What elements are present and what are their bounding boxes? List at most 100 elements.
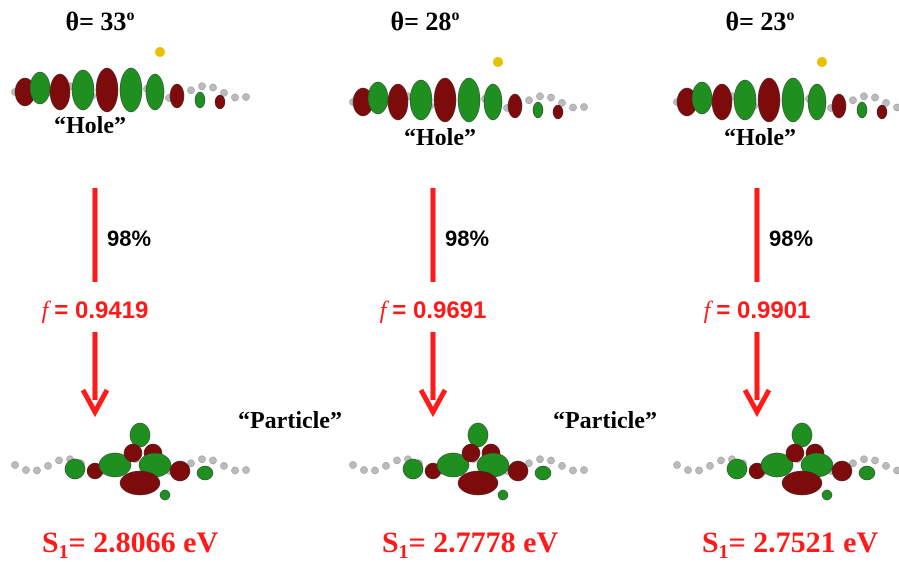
orbital-lobe [712, 84, 732, 120]
atom [696, 467, 703, 474]
hole-label: “Hole” [724, 125, 796, 151]
atom [707, 462, 714, 469]
orbital-lobe [832, 94, 846, 118]
oscillator-strength: f= 0.9691 [380, 297, 487, 324]
atom [210, 84, 217, 91]
orbital-lobe [508, 94, 522, 118]
angle-unit: o [451, 7, 459, 24]
f-symbol: f [380, 298, 390, 324]
atom [570, 104, 577, 111]
atom [548, 457, 555, 464]
particle-label: “Particle” [553, 408, 657, 434]
orbital-lobe [50, 74, 70, 110]
atom [210, 457, 217, 464]
angle-text: θ= 33 [66, 7, 127, 36]
orbital-lobe [782, 78, 804, 122]
atom [199, 83, 206, 90]
atom [570, 467, 577, 474]
atom [537, 456, 544, 463]
excitation-energy: S1= 2.7521 eV [702, 526, 879, 563]
orbital-lobe [758, 78, 780, 122]
sulfur-atom [493, 57, 503, 67]
orbital-lobe [786, 444, 804, 462]
angle-label: θ= 23o [726, 7, 795, 36]
atom [581, 467, 588, 474]
orbital-lobe [468, 423, 488, 447]
orbital-lobe [498, 490, 508, 500]
orbital-lobe [388, 84, 408, 120]
orbital-lobe [808, 84, 826, 120]
atom [34, 467, 41, 474]
atom [850, 97, 857, 104]
atom [383, 462, 390, 469]
orbital-lobe [124, 444, 142, 462]
atom [361, 467, 368, 474]
orbital-lobe [72, 70, 94, 110]
f-symbol: f [42, 298, 52, 324]
angle-text: θ= 23 [726, 7, 787, 36]
sulfur-atom [817, 57, 827, 67]
orbital-lobe [832, 461, 852, 481]
orbital-lobe [553, 105, 563, 119]
atom [537, 93, 544, 100]
sulfur-atom [155, 47, 165, 57]
orbital-lobe [458, 471, 498, 495]
state-subscript: 1 [59, 541, 69, 563]
atom [526, 97, 533, 104]
molecule [350, 423, 588, 500]
orbital-lobe [533, 102, 543, 118]
atom [243, 467, 250, 474]
orbital-lobe [484, 84, 502, 120]
oscillator-strength: f= 0.9419 [42, 297, 149, 324]
orbital-lobe [727, 459, 747, 479]
atom [232, 467, 239, 474]
orbital-lobe [857, 102, 867, 118]
molecule [12, 47, 250, 112]
orbital-lobe [877, 105, 887, 119]
state-symbol: S [702, 526, 719, 559]
atom [243, 94, 250, 101]
state-subscript: 1 [719, 541, 729, 563]
atom [372, 467, 379, 474]
angle-label: θ= 28o [391, 7, 460, 36]
orbital-lobe [859, 466, 875, 480]
atom [23, 467, 30, 474]
contribution-label: 98% [107, 226, 151, 251]
orbital-lobe [462, 444, 480, 462]
atom [350, 462, 357, 469]
molecule [674, 423, 899, 500]
atom [12, 462, 19, 469]
atom [872, 457, 879, 464]
atom [394, 457, 401, 464]
f-symbol: f [704, 298, 714, 324]
orbital-lobe [170, 461, 190, 481]
excitation-energy: S1= 2.8066 eV [42, 526, 219, 563]
orbital-lobe [170, 84, 184, 108]
orbital-lobe [434, 78, 456, 122]
orbital-lobe [130, 423, 150, 447]
particle-label: “Particle” [238, 408, 342, 434]
atom [872, 94, 879, 101]
atom [56, 457, 63, 464]
orbital-lobe [120, 471, 160, 495]
molecule [674, 57, 899, 122]
energy-value: = 2.7521 eV [729, 526, 879, 559]
orbital-lobe [822, 490, 832, 500]
molecule [12, 423, 250, 500]
orbital-lobe [403, 459, 423, 479]
atom [548, 94, 555, 101]
angle-unit: o [786, 7, 794, 24]
orbital-lobe [734, 80, 756, 120]
atom [559, 462, 566, 469]
state-subscript: 1 [399, 541, 409, 563]
f-value: = 0.9419 [54, 297, 148, 324]
orbital-lobe [410, 80, 432, 120]
orbital-lobe [692, 82, 712, 114]
atom [718, 457, 725, 464]
orbital-lobe [782, 471, 822, 495]
orbital-lobe [65, 459, 85, 479]
orbital-lobe [792, 423, 812, 447]
angle-text: θ= 28 [391, 7, 452, 36]
state-symbol: S [382, 526, 399, 559]
atom [45, 462, 52, 469]
